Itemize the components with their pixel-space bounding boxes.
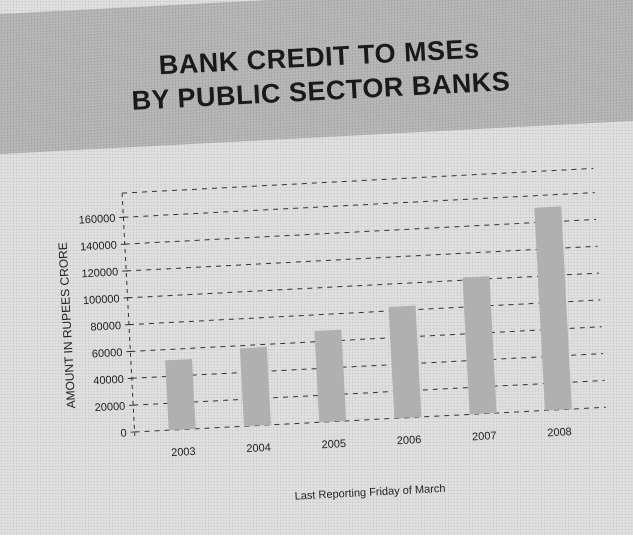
- x-tick-label: 2003: [171, 446, 196, 459]
- y-tick-label: 100000: [83, 293, 120, 307]
- gridline: [122, 168, 593, 193]
- bar: [240, 347, 271, 426]
- x-axis-label: Last Reporting Friday of March: [294, 483, 445, 503]
- gridline: [123, 193, 594, 218]
- x-tick-label: 2004: [246, 442, 271, 455]
- gridline: [130, 327, 601, 352]
- y-tick-label: 80000: [90, 320, 121, 334]
- y-tick-label: 140000: [80, 240, 117, 254]
- gridline: [125, 219, 596, 244]
- y-tick-label: 160000: [78, 213, 115, 227]
- x-tick-label: 2005: [321, 438, 346, 451]
- y-tick-label: 20000: [94, 401, 125, 415]
- chart-rotation-group: 0 20000 40000 60000 80000 100000 120000 140000 1…: [53, 168, 610, 514]
- bar: [165, 359, 196, 430]
- gridlines: [122, 168, 606, 432]
- x-tick-labels: 2003 2004 2005 2006 2007 2008: [171, 426, 572, 459]
- y-axis-label: AMOUNT IN RUPEES CRORE: [56, 242, 79, 409]
- x-tick-label: 2006: [397, 434, 422, 447]
- y-tick-label: 0: [120, 427, 127, 439]
- gridline: [135, 407, 606, 432]
- x-tick-label: 2008: [547, 426, 572, 439]
- bars: [158, 206, 572, 430]
- axes: [118, 193, 137, 436]
- bar: [534, 206, 572, 410]
- gridline: [129, 300, 600, 325]
- y-tick-label: 60000: [92, 347, 123, 361]
- y-axis-line: [122, 193, 135, 436]
- bar: [462, 276, 496, 414]
- y-tick-label: 40000: [93, 374, 124, 388]
- bar: [389, 306, 422, 419]
- x-tick-label: 2007: [472, 430, 497, 443]
- gridline: [133, 380, 604, 405]
- gridline: [126, 246, 597, 271]
- y-tick-label: 120000: [81, 266, 118, 280]
- bar: [314, 330, 346, 423]
- y-tick-labels: 0 20000 40000 60000 80000 100000 120000 140000 1…: [78, 213, 127, 442]
- gridline: [128, 273, 599, 298]
- gridline: [132, 354, 603, 379]
